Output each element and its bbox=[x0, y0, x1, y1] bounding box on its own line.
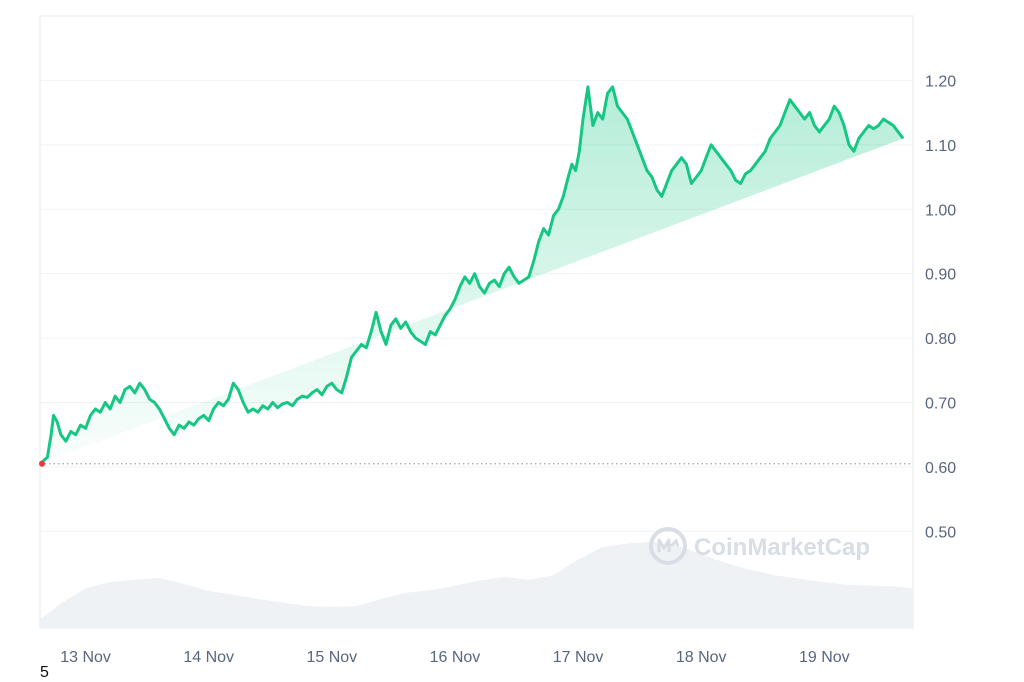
x-axis-labels: 13 Nov 14 Nov 15 Nov 16 Nov 17 Nov 18 Nov 19 N… bbox=[60, 649, 849, 666]
volume-area bbox=[40, 541, 913, 628]
x-tick-label: 13 Nov bbox=[60, 649, 111, 666]
y-tick-label: 1.00 bbox=[925, 202, 956, 219]
y-tick-label: 1.10 bbox=[925, 138, 956, 155]
coinmarketcap-logo-icon bbox=[649, 527, 687, 565]
x-tick-label: 16 Nov bbox=[430, 649, 481, 666]
page-number: 5 bbox=[40, 664, 49, 681]
x-tick-label: 15 Nov bbox=[306, 649, 357, 666]
start-price-marker bbox=[39, 460, 45, 467]
y-tick-label: 1.20 bbox=[925, 73, 956, 90]
x-tick-label: 19 Nov bbox=[799, 649, 850, 666]
y-tick-label: 0.50 bbox=[925, 524, 956, 541]
price-area-fill bbox=[40, 86, 904, 464]
x-tick-label: 17 Nov bbox=[553, 649, 604, 666]
y-tick-label: 0.70 bbox=[925, 396, 956, 413]
price-line[interactable] bbox=[39, 85, 905, 465]
y-axis-labels: 1.20 1.10 1.00 0.90 0.80 0.70 0.60 0.50 bbox=[925, 73, 956, 541]
y-tick-label: 0.80 bbox=[925, 331, 956, 348]
y-tick-label: 0.60 bbox=[925, 460, 956, 477]
watermark-text: CoinMarketCap bbox=[694, 534, 870, 561]
x-tick-label: 18 Nov bbox=[676, 649, 727, 666]
watermark: CoinMarketCap bbox=[649, 527, 870, 565]
y-tick-label: 0.90 bbox=[925, 267, 956, 284]
x-tick-label: 14 Nov bbox=[183, 649, 234, 666]
